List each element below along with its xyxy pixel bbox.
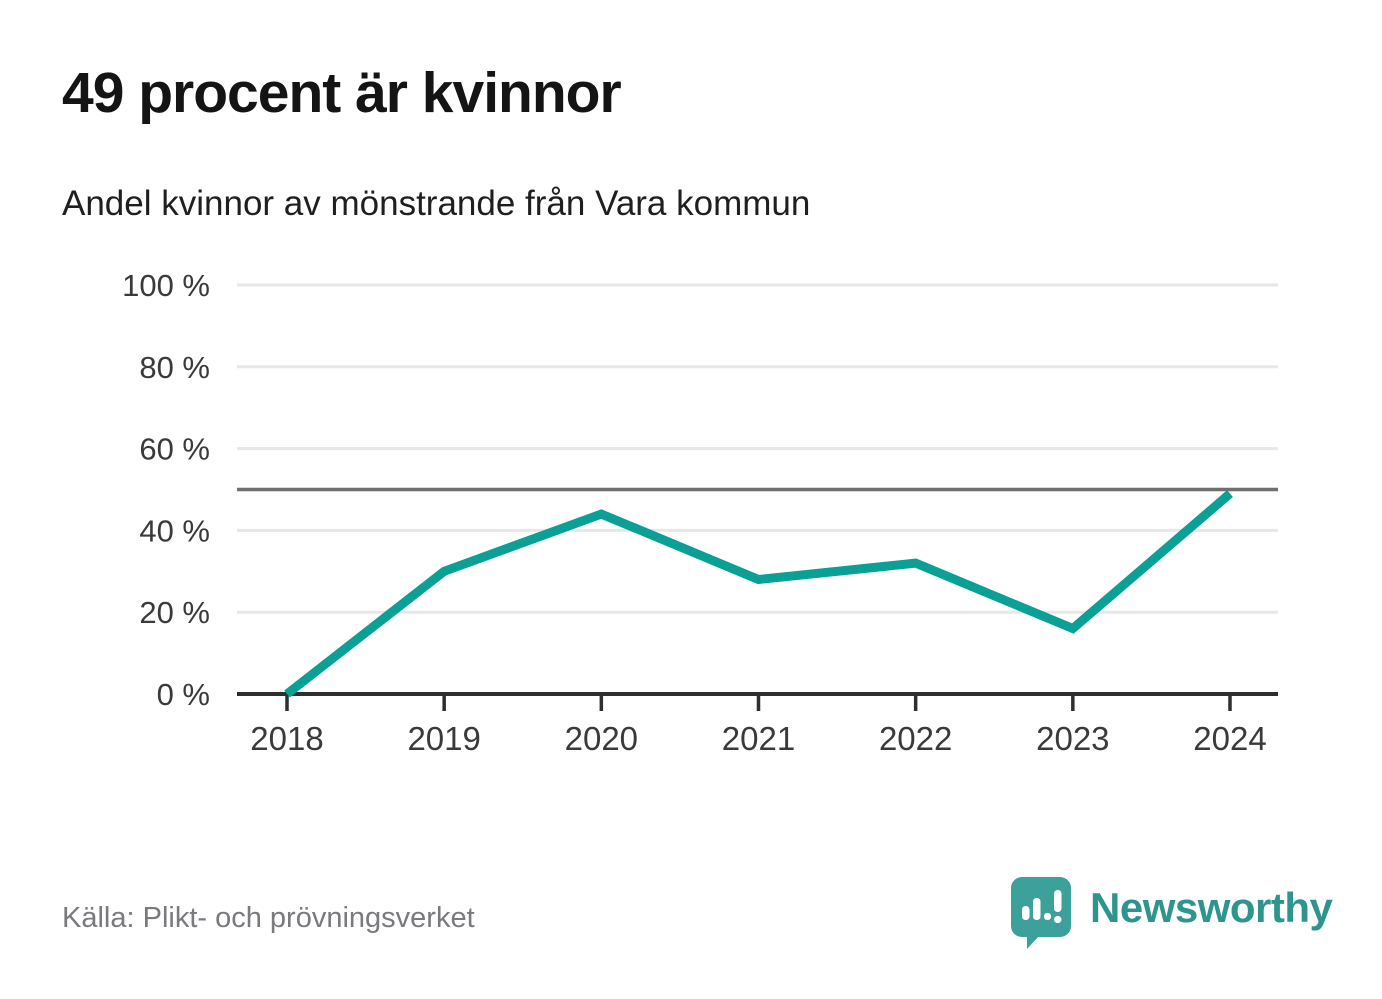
source-note: Källa: Plikt- och prövningsverket xyxy=(62,902,475,934)
y-tick-label: 20 % xyxy=(139,595,210,630)
y-tick-label: 40 % xyxy=(139,513,210,548)
x-tick-label: 2018 xyxy=(250,720,323,757)
chart-subtitle: Andel kvinnor av mönstrande från Vara ko… xyxy=(62,184,811,223)
data-line xyxy=(284,490,1233,698)
newsworthy-logo-icon xyxy=(1011,877,1071,949)
line-chart: 0 % 20 % 40 % 60 % 80 % 100 % 2018 2019 2020 2021… xyxy=(122,268,1278,757)
x-tick-label: 2021 xyxy=(722,720,795,757)
x-tick-label: 2019 xyxy=(407,720,480,757)
brand-name: Newsworthy xyxy=(1090,884,1333,931)
chart-title: 49 procent är kvinnor xyxy=(62,61,622,125)
x-tick-label: 2024 xyxy=(1193,720,1266,757)
x-tick-label: 2022 xyxy=(879,720,952,757)
brand-logo: Newsworthy xyxy=(1010,876,1333,950)
y-tick-label: 100 % xyxy=(122,268,210,303)
x-tick-label: 2023 xyxy=(1036,720,1109,757)
y-tick-label: 60 % xyxy=(139,432,210,467)
x-tick-label: 2020 xyxy=(565,720,638,757)
y-tick-label: 0 % xyxy=(157,677,210,712)
y-tick-label: 80 % xyxy=(139,350,210,385)
